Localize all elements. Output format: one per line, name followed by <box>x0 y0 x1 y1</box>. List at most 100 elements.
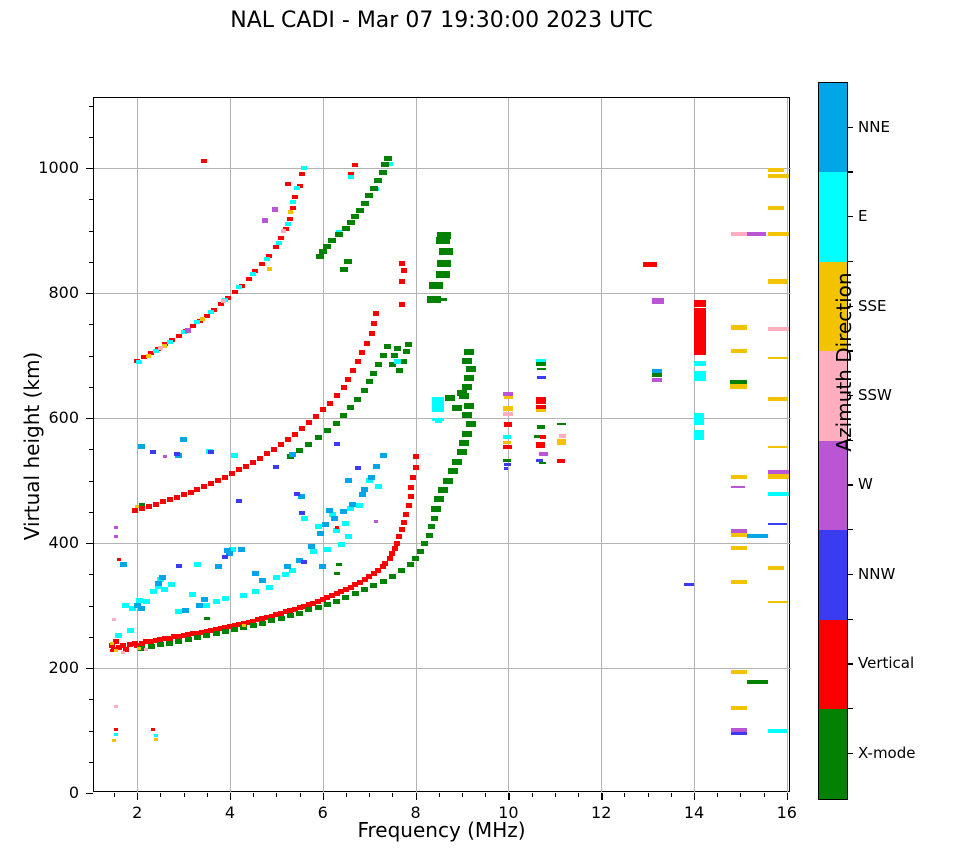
colorbar-boundary-tick <box>848 529 853 531</box>
data-point-spread-nne <box>251 570 259 576</box>
data-point-hop1-o-trace <box>333 591 340 597</box>
data-point-misc-sse <box>114 649 119 652</box>
x-axis-minor-tick <box>554 793 556 797</box>
data-point-hop2-x-trace <box>388 361 396 367</box>
data-point-spread-nne <box>344 478 352 483</box>
data-point-misc-w <box>114 535 119 539</box>
data-point-hop3-e <box>152 349 159 354</box>
x-axis-tick <box>137 793 139 800</box>
x-tick-label: 16 <box>776 803 797 822</box>
data-point-hop2-o-trace <box>398 260 405 266</box>
data-dash <box>731 727 748 732</box>
data-point-hop1-x-trace <box>407 562 415 568</box>
data-point-hop2-o-trace <box>243 463 250 469</box>
data-point-spread-e <box>282 571 290 577</box>
x-axis-minor-tick <box>392 793 394 797</box>
data-point-hop2-x-trace <box>286 454 294 460</box>
data-point-misc-sse <box>111 739 116 742</box>
data-point-hop1-o-trace <box>226 624 233 630</box>
data-point-hop1-o-trace <box>361 577 368 583</box>
data-point-hop3-o-trace <box>266 253 273 258</box>
data-point-hop3-o-trace <box>231 289 238 294</box>
data-point-hop1-o-trace <box>231 623 238 628</box>
data-point-hop1-o-trace <box>245 619 252 625</box>
data-point-hop1-o-trace <box>148 638 155 644</box>
data-point-hop1-x-spread <box>461 411 472 418</box>
data-point-hop2-o-trace <box>333 393 340 398</box>
colorbar-title: Azimuth Direction <box>832 272 856 452</box>
colorbar-category-label: E <box>858 207 868 226</box>
data-point-spread-e <box>203 603 211 608</box>
data-point-misc-ssw <box>144 647 149 651</box>
data-dash <box>502 406 514 412</box>
data-dash <box>683 583 694 587</box>
y-axis-minor-tick <box>89 699 93 701</box>
data-point-hop3-o-trace <box>148 351 155 355</box>
data-point-hop2-o-trace <box>229 471 236 477</box>
data-point-hop1-x-trace <box>426 533 433 538</box>
data-point-hop1-x-spread <box>466 366 477 373</box>
data-point-hop3-x-arc <box>346 219 355 225</box>
data-point-hop1-x-trace <box>421 541 429 547</box>
colorbar-tick <box>848 126 853 128</box>
grid-line <box>322 98 324 793</box>
data-point-hop2-x-trace <box>393 345 401 351</box>
colorbar-segment-NNW <box>819 530 847 621</box>
data-point-spread-nnw <box>273 464 280 469</box>
data-point-hop1-x-spread <box>461 383 472 390</box>
x-axis-minor-tick <box>206 793 208 797</box>
data-point-spread-nne <box>180 437 188 443</box>
data-dash <box>652 377 662 382</box>
data-point-hop3-e <box>301 166 308 170</box>
data-point-hop1-x-trace <box>370 583 378 588</box>
data-point-misc-sse <box>137 646 142 650</box>
data-dash <box>431 396 445 412</box>
data-point-hop2-o-trace <box>180 492 187 498</box>
data-point-hop1-o-trace <box>407 494 414 500</box>
y-axis-minor-tick <box>89 230 93 232</box>
colorbar-boundary-tick <box>848 618 853 620</box>
data-point-misc-w <box>374 519 379 523</box>
data-point-hop3-e <box>347 175 354 180</box>
data-point-hop2-x-trace <box>370 370 378 376</box>
data-point-spread-e <box>309 549 317 555</box>
grid-line <box>415 98 417 793</box>
data-point-misc-x <box>333 571 340 575</box>
data-layer <box>94 98 790 791</box>
data-point-hop1-x-trace <box>361 587 369 593</box>
data-point-hop1-x-spread <box>438 486 449 493</box>
x-axis-minor-tick <box>531 793 533 797</box>
colorbar-category-label: SSW <box>858 385 892 404</box>
data-point-misc-sse <box>135 505 140 509</box>
data-point-hop1-x-trace <box>286 613 294 618</box>
x-axis-minor-tick <box>763 793 765 797</box>
data-point-spread-e <box>347 505 355 511</box>
data-point-spread-nne <box>226 550 234 556</box>
data-point-hop3-o-trace <box>217 302 224 307</box>
data-point-spread-nnw <box>222 555 229 560</box>
data-point-hop3-w <box>272 206 279 212</box>
data-point-hop1-o-trace <box>203 628 210 634</box>
data-point-hop1-x-spread <box>452 405 463 411</box>
data-point-spread-e <box>333 528 341 533</box>
data-point-spread-e <box>129 605 137 611</box>
data-point-hop3-e <box>275 241 282 245</box>
data-point-hop2-x-trace <box>384 344 392 350</box>
x-axis-tick <box>601 793 603 800</box>
data-point-spread-e <box>344 534 352 540</box>
data-point-hop1-o-trace <box>180 633 187 638</box>
data-point-spread-e <box>156 577 164 583</box>
data-point-hop1-o-trace <box>315 598 322 604</box>
data-point-hop2-o-trace <box>138 505 145 511</box>
y-axis-minor-tick <box>89 355 93 357</box>
data-point-hop2-o-trace <box>305 419 312 425</box>
data-point-spread-e <box>149 589 157 595</box>
data-point-hop1-x-spread <box>447 468 458 475</box>
data-point-misc-vertical <box>334 525 339 529</box>
data-point-hop2-x-trace <box>323 428 331 433</box>
data-point-spread-e <box>154 584 162 590</box>
data-point-hop3-x-arc <box>355 208 364 213</box>
data-point-hop1-o-trace <box>391 546 398 552</box>
data-dash <box>768 469 790 474</box>
data-point-hop2-x-trace <box>379 353 387 358</box>
